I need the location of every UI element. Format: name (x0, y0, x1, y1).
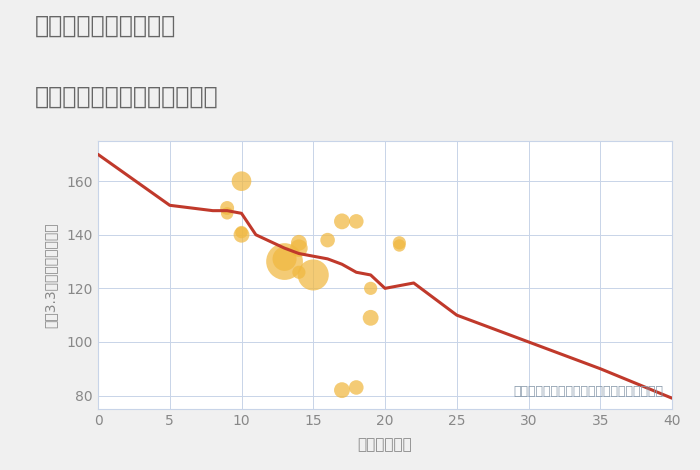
Point (279, 258, 290, 265)
Point (279, 255, 290, 263)
Point (322, 236, 333, 244)
Point (365, 285, 377, 292)
Point (236, 228, 247, 236)
Point (308, 271, 319, 279)
Point (293, 239, 304, 247)
Point (337, 218, 348, 225)
Point (337, 386, 348, 394)
Y-axis label: 坪（3.3㎡）単価（万円）: 坪（3.3㎡）単価（万円） (43, 222, 57, 328)
Point (236, 231, 247, 238)
Point (365, 314, 377, 321)
X-axis label: 築年数（年）: 築年数（年） (358, 437, 412, 452)
Point (293, 244, 304, 252)
Point (393, 242, 405, 249)
Point (236, 177, 247, 185)
Text: 兵庫県西宮市建石町の: 兵庫県西宮市建石町の (35, 14, 176, 38)
Point (393, 239, 405, 247)
Point (222, 204, 233, 212)
Point (222, 210, 233, 217)
Point (293, 268, 304, 276)
Text: 円の大きさは、取引のあった物件面積を示す: 円の大きさは、取引のあった物件面積を示す (513, 385, 664, 398)
Point (351, 384, 362, 391)
Point (351, 218, 362, 225)
Text: 築年数別中古マンション価格: 築年数別中古マンション価格 (35, 85, 218, 109)
